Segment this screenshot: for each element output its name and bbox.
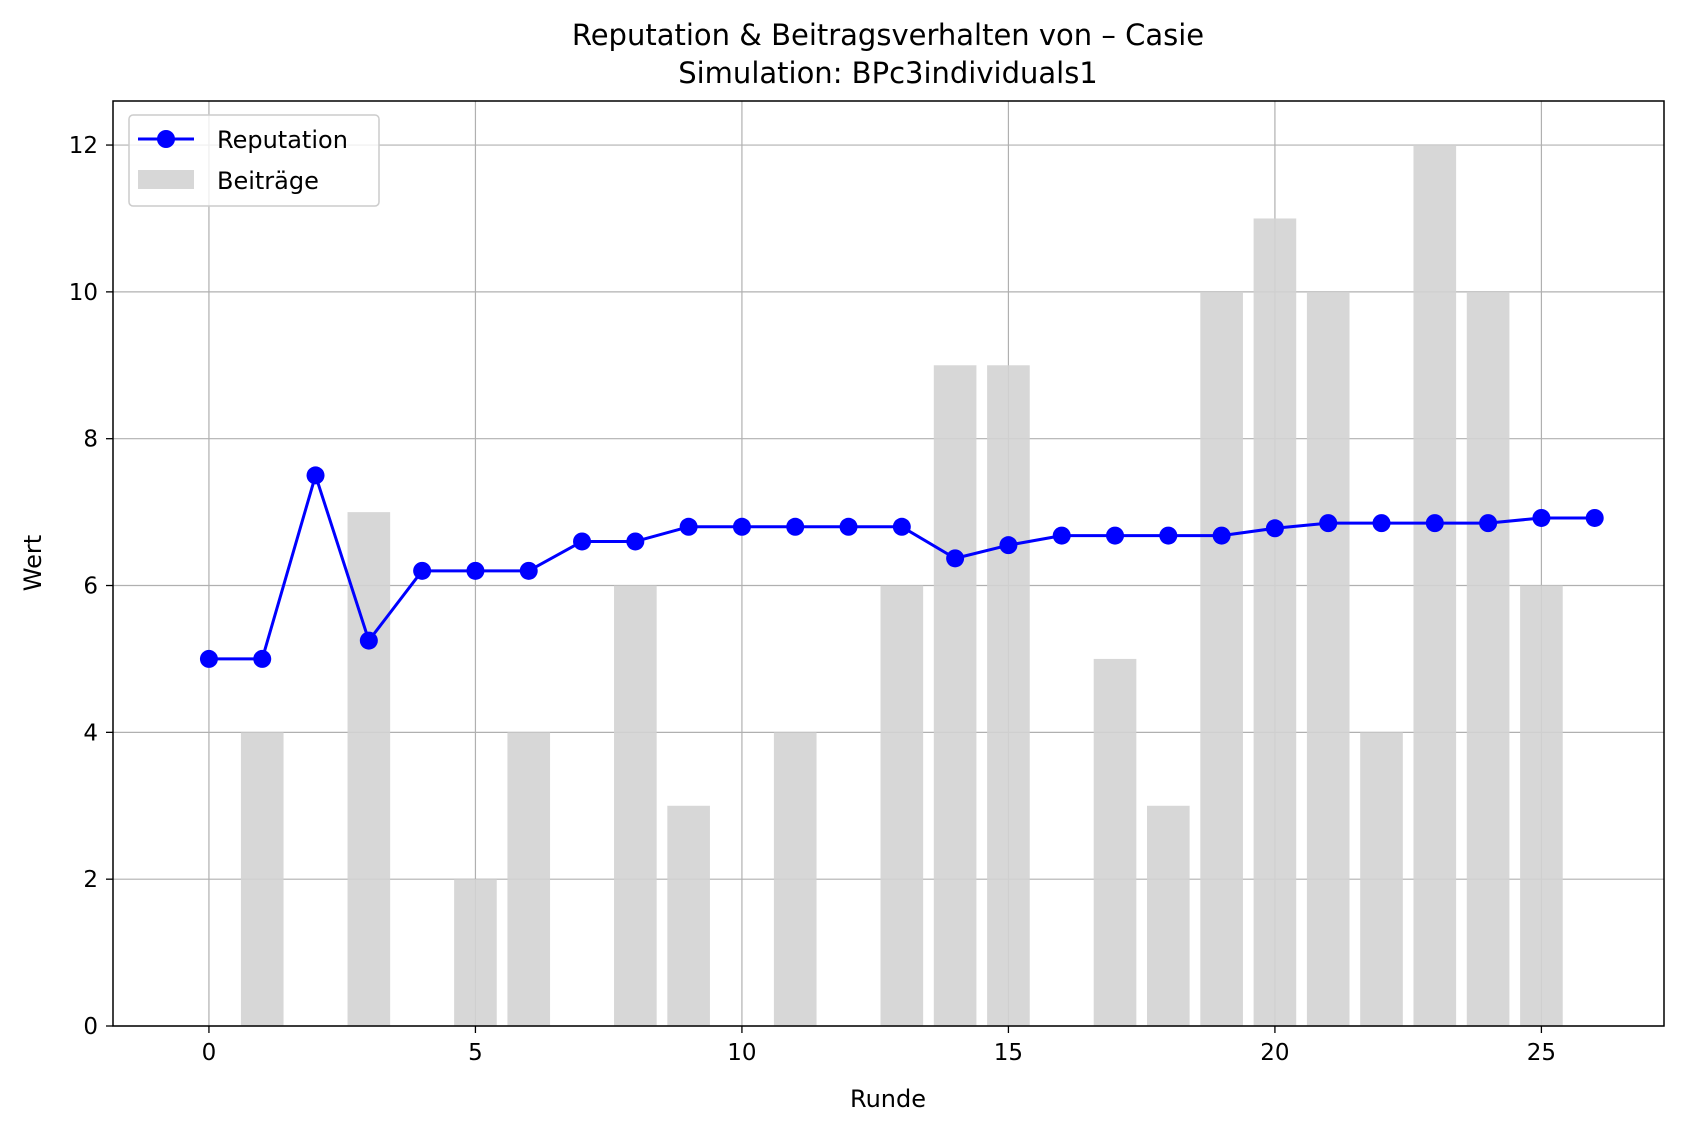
contribution-bar	[507, 732, 551, 1026]
x-tick-label: 10	[727, 1040, 756, 1066]
contribution-bar	[1093, 658, 1137, 1026]
contribution-bar	[1200, 291, 1243, 1026]
y-tick-label: 4	[83, 720, 98, 746]
plot-area-frame	[112, 100, 1665, 1027]
reputation-point	[679, 517, 698, 536]
x-tick-label: 0	[202, 1040, 217, 1066]
reputation-point	[946, 549, 965, 568]
contribution-bar	[1520, 585, 1563, 1026]
contribution-bar	[1360, 732, 1403, 1026]
legend: Reputation Beiträge	[128, 114, 380, 207]
x-tick-label: 20	[1260, 1040, 1289, 1066]
y-tick-label: 10	[69, 280, 98, 306]
reputation-point	[253, 649, 272, 668]
legend-beitraege-swatch	[138, 170, 194, 189]
reputation-point	[519, 561, 538, 580]
legend-reputation-label: Reputation	[217, 126, 348, 154]
reputation-point	[892, 517, 911, 536]
contribution-bar	[1253, 218, 1297, 1026]
contribution-bar	[667, 805, 710, 1026]
reputation-point	[1212, 526, 1231, 545]
contribution-bar	[347, 512, 391, 1026]
y-axis-ticks: 0 2 4 6 8 10 12	[69, 133, 113, 1040]
reputation-point	[1532, 508, 1551, 527]
x-tick-label: 15	[994, 1040, 1023, 1066]
reputation-point	[1159, 526, 1178, 545]
contribution-bar	[773, 732, 817, 1026]
reputation-point	[1585, 508, 1604, 527]
reputation-point	[306, 466, 325, 485]
reputation-point	[732, 517, 751, 536]
contribution-bar	[1413, 145, 1457, 1027]
y-tick-label: 2	[83, 867, 98, 893]
reputation-point	[573, 532, 592, 551]
y-tick-label: 0	[83, 1014, 98, 1040]
x-axis-ticks: 0 5 10 15 20 25	[202, 1026, 1556, 1066]
y-tick-label: 12	[69, 133, 98, 159]
reputation-point	[999, 536, 1018, 555]
reputation-point	[839, 517, 858, 536]
contribution-bar	[987, 365, 1030, 1026]
x-tick-label: 25	[1527, 1040, 1556, 1066]
line-series	[199, 466, 1604, 668]
reputation-point	[1106, 526, 1125, 545]
contribution-bar	[1147, 805, 1190, 1026]
contribution-bar	[454, 879, 497, 1026]
contribution-bar	[614, 585, 657, 1026]
reputation-point	[413, 561, 432, 580]
contribution-bar	[880, 585, 924, 1026]
y-tick-label: 8	[83, 427, 98, 453]
chart-subtitle: Simulation: BPc3individuals1	[678, 56, 1098, 90]
reputation-point	[199, 649, 218, 668]
reputation-point	[1052, 526, 1071, 545]
reputation-point	[1479, 514, 1498, 533]
x-axis-label: Runde	[850, 1085, 926, 1113]
reputation-point	[626, 532, 645, 551]
reputation-point	[1265, 519, 1284, 538]
legend-reputation-marker	[157, 130, 175, 148]
reputation-point	[359, 631, 378, 650]
y-axis-label: Wert	[19, 535, 47, 591]
reputation-point	[1372, 514, 1391, 533]
chart-title: Reputation & Beitragsverhalten von – Cas…	[572, 18, 1204, 52]
bar-series	[240, 145, 1563, 1027]
y-tick-label: 6	[83, 574, 98, 600]
reputation-point	[1425, 514, 1444, 533]
contribution-bar	[1306, 291, 1350, 1026]
legend-beitraege-label: Beiträge	[217, 167, 319, 195]
reputation-point	[786, 517, 805, 536]
reputation-point	[466, 561, 485, 580]
contribution-bar	[240, 732, 284, 1026]
reputation-point	[1319, 514, 1338, 533]
contribution-bar	[933, 365, 977, 1026]
x-tick-label: 5	[468, 1040, 483, 1066]
contribution-bar	[1466, 291, 1510, 1026]
